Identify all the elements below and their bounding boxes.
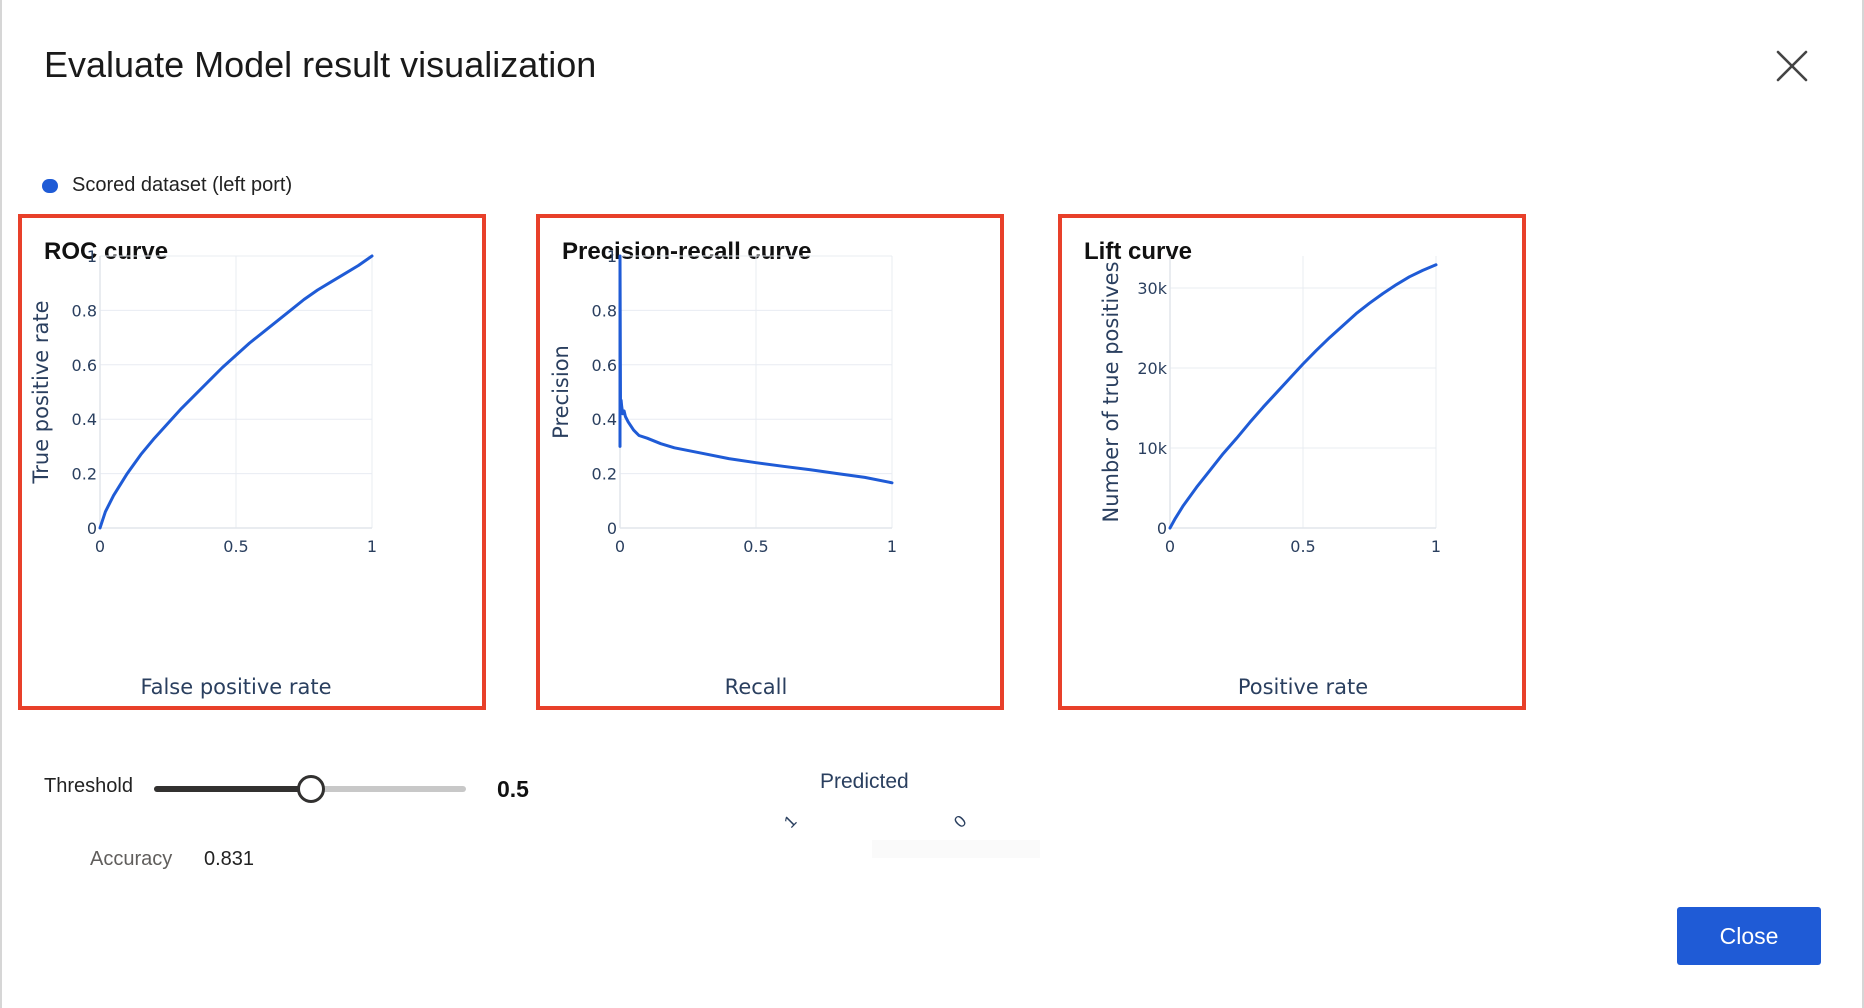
y-tick-label: 0.8 <box>592 301 617 320</box>
predicted-tick-0: 0 <box>950 811 971 832</box>
panel-title: Precision-recall curve <box>562 238 812 265</box>
threshold-label: Threshold <box>44 775 133 797</box>
series-line <box>1168 263 1438 530</box>
threshold-slider[interactable] <box>150 770 470 806</box>
y-tick-label: 0 <box>87 519 97 538</box>
predicted-axis-label: Predicted <box>820 770 909 793</box>
y-tick-label: 0.2 <box>592 465 617 484</box>
confusion-matrix-area <box>872 840 1040 858</box>
x-tick-label: 0.5 <box>1290 537 1315 556</box>
y-tick-label: 0.6 <box>592 356 617 375</box>
y-tick-label: 0.4 <box>72 410 97 429</box>
roc-curve-panel: ROC curve 0 0.2 0.4 0.6 0.8 1 0 0.5 1 False posit… <box>18 214 486 710</box>
legend-label: Scored dataset (left port) <box>72 174 293 196</box>
dialog-left-edge <box>0 0 2 1008</box>
y-tick-label: 0.4 <box>592 410 617 429</box>
x-axis-title: Positive rate <box>1238 675 1368 699</box>
x-tick-label: 0.5 <box>223 537 248 556</box>
legend-marker <box>42 178 58 193</box>
x-tick-label: 0.5 <box>743 537 768 556</box>
y-tick-label: 20k <box>1137 359 1167 378</box>
y-tick-label: 0.8 <box>72 301 97 320</box>
precision-recall-chart[interactable]: 0 0.2 0.4 0.6 0.8 1 0 0.5 1 Recall Precision <box>540 218 1000 706</box>
x-tick-label: 0 <box>615 537 625 556</box>
roc-chart[interactable]: 0 0.2 0.4 0.6 0.8 1 0 0.5 1 False positive rate Tr… <box>22 218 482 706</box>
close-icon[interactable] <box>1772 46 1812 86</box>
x-tick-label: 1 <box>367 537 377 556</box>
y-axis-title: True positive rate <box>29 301 53 485</box>
y-tick-label: 10k <box>1137 439 1167 458</box>
dialog-title: Evaluate Model result visualization <box>44 44 597 85</box>
threshold-value: 0.5 <box>497 776 529 802</box>
x-tick-label: 1 <box>1431 537 1441 556</box>
slider-thumb[interactable] <box>297 775 325 803</box>
x-tick-label: 0 <box>1165 537 1175 556</box>
y-tick-label: 1 <box>87 247 97 266</box>
y-tick-label: 0 <box>1157 519 1167 538</box>
slider-fill <box>154 786 310 792</box>
lift-chart[interactable]: 0 10k 20k 30k 0 0.5 1 Positive rate Number of tr… <box>1062 218 1522 706</box>
predicted-tick-1: 1 <box>780 811 801 832</box>
x-tick-label: 0 <box>95 537 105 556</box>
panel-title: ROC curve <box>44 238 169 265</box>
panel-title: Lift curve <box>1084 238 1193 265</box>
y-tick-label: 30k <box>1137 279 1167 298</box>
dialog-right-edge <box>1862 0 1864 1008</box>
y-tick-label: 0.2 <box>72 465 97 484</box>
y-tick-label: 0 <box>607 519 617 538</box>
x-axis-title: False positive rate <box>140 675 331 699</box>
close-button[interactable]: Close <box>1677 907 1821 965</box>
accuracy-label: Accuracy <box>90 848 173 870</box>
y-axis-title: Precision <box>549 345 573 439</box>
precision-recall-panel: Precision-recall curve 0 0.2 0.4 0.6 0.8 1 0 0.… <box>536 214 1004 710</box>
lift-curve-panel: Lift curve 0 10k 20k 30k 0 0.5 1 Positive rate N… <box>1058 214 1526 710</box>
series-line <box>618 254 894 485</box>
x-axis-title: Recall <box>725 675 788 699</box>
y-axis-title: Number of true positives <box>1099 261 1123 522</box>
x-tick-label: 1 <box>887 537 897 556</box>
y-tick-label: 0.6 <box>72 356 97 375</box>
accuracy-value: 0.831 <box>204 848 255 870</box>
y-tick-label: 1 <box>607 247 617 266</box>
chart-legend[interactable]: Scored dataset (left port) <box>42 174 292 197</box>
series-line <box>98 254 374 530</box>
